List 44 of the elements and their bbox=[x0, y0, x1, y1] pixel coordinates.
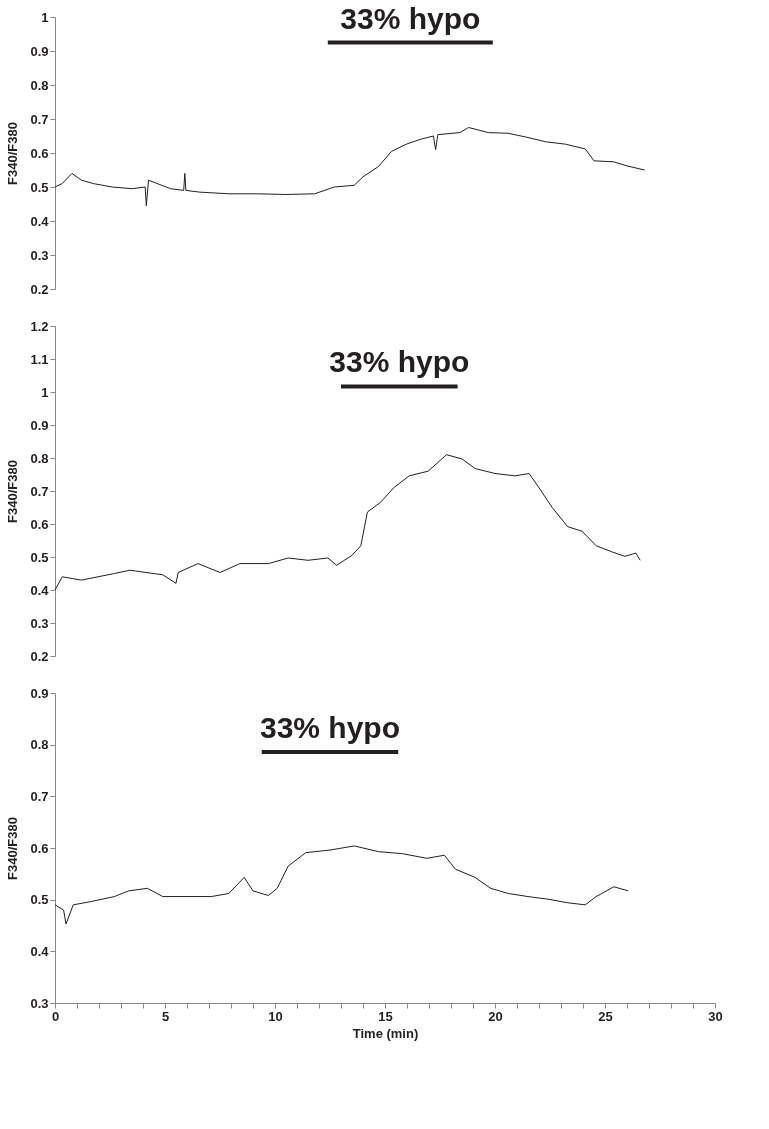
y-tick-label: 0.4 bbox=[30, 582, 50, 598]
line-series bbox=[54, 454, 641, 591]
x-tick-label: 25 bbox=[598, 1008, 613, 1024]
x-tick-label: 0 bbox=[51, 1008, 60, 1024]
y-tick-label: 0.8 bbox=[30, 77, 49, 93]
annotation: 33% hypo bbox=[259, 710, 401, 744]
x-axis-title: Time (min) bbox=[352, 1025, 419, 1041]
y-tick-label: 0.7 bbox=[30, 788, 49, 804]
y-tick-label: 1 bbox=[41, 9, 49, 25]
y-tick-label: 0.9 bbox=[30, 685, 49, 701]
y-axis-title: F340/F380 bbox=[5, 122, 21, 185]
x-tick-label: 20 bbox=[488, 1008, 503, 1024]
line-series bbox=[54, 845, 629, 925]
annotation: 33% hypo bbox=[329, 345, 470, 379]
y-tick-label: 0.6 bbox=[30, 516, 49, 532]
y-tick-label: 0.9 bbox=[30, 43, 49, 59]
y-tick-label: 0.8 bbox=[30, 737, 49, 753]
y-tick-label: 0.5 bbox=[30, 549, 49, 565]
y-tick-label: 0.4 bbox=[30, 943, 50, 959]
y-tick-label: 0.9 bbox=[30, 417, 49, 433]
y-tick-label: 0.4 bbox=[30, 213, 50, 229]
x-tick-label: 30 bbox=[708, 1008, 723, 1024]
y-tick-label: 1.2 bbox=[30, 318, 49, 334]
y-axis-title: F340/F380 bbox=[5, 460, 21, 523]
y-tick-label: 0.2 bbox=[30, 648, 49, 664]
y-tick-label: 1.1 bbox=[30, 351, 49, 367]
y-tick-label: 0.2 bbox=[30, 281, 49, 297]
y-tick-label: 0.7 bbox=[30, 483, 49, 499]
x-tick-label: 5 bbox=[161, 1008, 170, 1024]
y-tick-label: 0.6 bbox=[30, 840, 49, 856]
y-tick-label: 1 bbox=[41, 384, 49, 400]
annotation: 33% hypo bbox=[340, 1, 481, 35]
y-tick-label: 0.8 bbox=[30, 450, 49, 466]
y-tick-label: 0.5 bbox=[30, 892, 49, 908]
y-tick-label: 0.3 bbox=[30, 247, 49, 263]
x-tick-label: 15 bbox=[378, 1008, 393, 1024]
y-tick-label: 0.3 bbox=[30, 995, 49, 1011]
y-tick-label: 0.5 bbox=[30, 179, 49, 195]
y-tick-label: 0.6 bbox=[30, 145, 49, 161]
y-axis-title: F340/F380 bbox=[5, 817, 21, 880]
x-tick-label: 10 bbox=[268, 1008, 283, 1024]
y-tick-label: 0.3 bbox=[30, 615, 49, 631]
y-tick-label: 0.7 bbox=[30, 111, 49, 127]
line-series bbox=[54, 127, 646, 207]
